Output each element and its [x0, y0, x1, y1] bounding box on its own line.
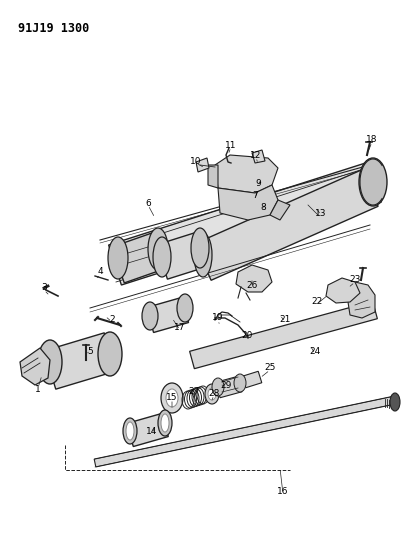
Polygon shape — [112, 233, 164, 283]
Text: 24: 24 — [309, 348, 321, 357]
Text: 11: 11 — [225, 141, 237, 149]
Polygon shape — [348, 282, 375, 318]
Ellipse shape — [126, 422, 134, 440]
Text: 28: 28 — [208, 389, 220, 398]
Polygon shape — [242, 372, 262, 387]
Ellipse shape — [161, 414, 169, 432]
Text: 22: 22 — [311, 297, 323, 306]
Polygon shape — [44, 333, 116, 389]
Polygon shape — [252, 150, 265, 163]
Polygon shape — [216, 376, 242, 398]
Polygon shape — [218, 185, 278, 220]
Ellipse shape — [158, 410, 172, 436]
Polygon shape — [147, 297, 188, 333]
Text: 9: 9 — [255, 180, 261, 189]
Polygon shape — [208, 165, 218, 188]
Text: 1: 1 — [35, 385, 41, 394]
Text: 14: 14 — [146, 427, 158, 437]
Text: 10: 10 — [190, 157, 202, 166]
Polygon shape — [20, 348, 50, 385]
Ellipse shape — [142, 302, 158, 330]
Text: 15: 15 — [166, 392, 178, 401]
Text: 20: 20 — [241, 330, 253, 340]
Text: 7: 7 — [252, 191, 258, 200]
Polygon shape — [326, 278, 360, 303]
Ellipse shape — [166, 389, 178, 407]
Text: 3: 3 — [41, 284, 47, 293]
Ellipse shape — [123, 418, 137, 444]
Text: 16: 16 — [277, 488, 289, 497]
Text: 19: 19 — [212, 313, 224, 322]
Polygon shape — [196, 158, 209, 172]
Polygon shape — [190, 301, 377, 369]
Ellipse shape — [390, 393, 400, 411]
Text: 6: 6 — [145, 198, 151, 207]
Text: 17: 17 — [174, 324, 186, 333]
Text: 21: 21 — [279, 316, 291, 325]
Ellipse shape — [38, 340, 62, 384]
Text: 2: 2 — [109, 316, 115, 325]
Ellipse shape — [208, 388, 216, 400]
Polygon shape — [236, 265, 272, 292]
Text: 25: 25 — [264, 364, 276, 373]
Text: 18: 18 — [366, 135, 378, 144]
Text: 4: 4 — [97, 268, 103, 277]
Ellipse shape — [153, 237, 171, 277]
Polygon shape — [215, 155, 278, 193]
Text: 91J19 1300: 91J19 1300 — [18, 22, 89, 35]
Ellipse shape — [359, 158, 387, 206]
Text: 8: 8 — [260, 204, 266, 213]
Ellipse shape — [205, 384, 219, 404]
Text: 23: 23 — [349, 276, 361, 285]
Polygon shape — [127, 414, 168, 447]
Polygon shape — [195, 169, 378, 280]
Text: 29: 29 — [220, 381, 232, 390]
Ellipse shape — [148, 228, 168, 270]
Polygon shape — [270, 200, 290, 220]
Ellipse shape — [161, 383, 183, 413]
Ellipse shape — [212, 378, 224, 396]
Text: 13: 13 — [315, 208, 327, 217]
Ellipse shape — [108, 237, 128, 279]
Text: 12: 12 — [250, 150, 262, 159]
Text: 27: 27 — [188, 387, 200, 397]
Polygon shape — [157, 233, 206, 279]
Ellipse shape — [177, 294, 193, 322]
Polygon shape — [94, 396, 396, 467]
Ellipse shape — [194, 233, 212, 277]
Ellipse shape — [191, 228, 209, 268]
Text: 5: 5 — [87, 348, 93, 357]
Ellipse shape — [98, 332, 122, 376]
Ellipse shape — [234, 374, 246, 392]
Text: 26: 26 — [246, 280, 258, 289]
Polygon shape — [109, 162, 381, 285]
